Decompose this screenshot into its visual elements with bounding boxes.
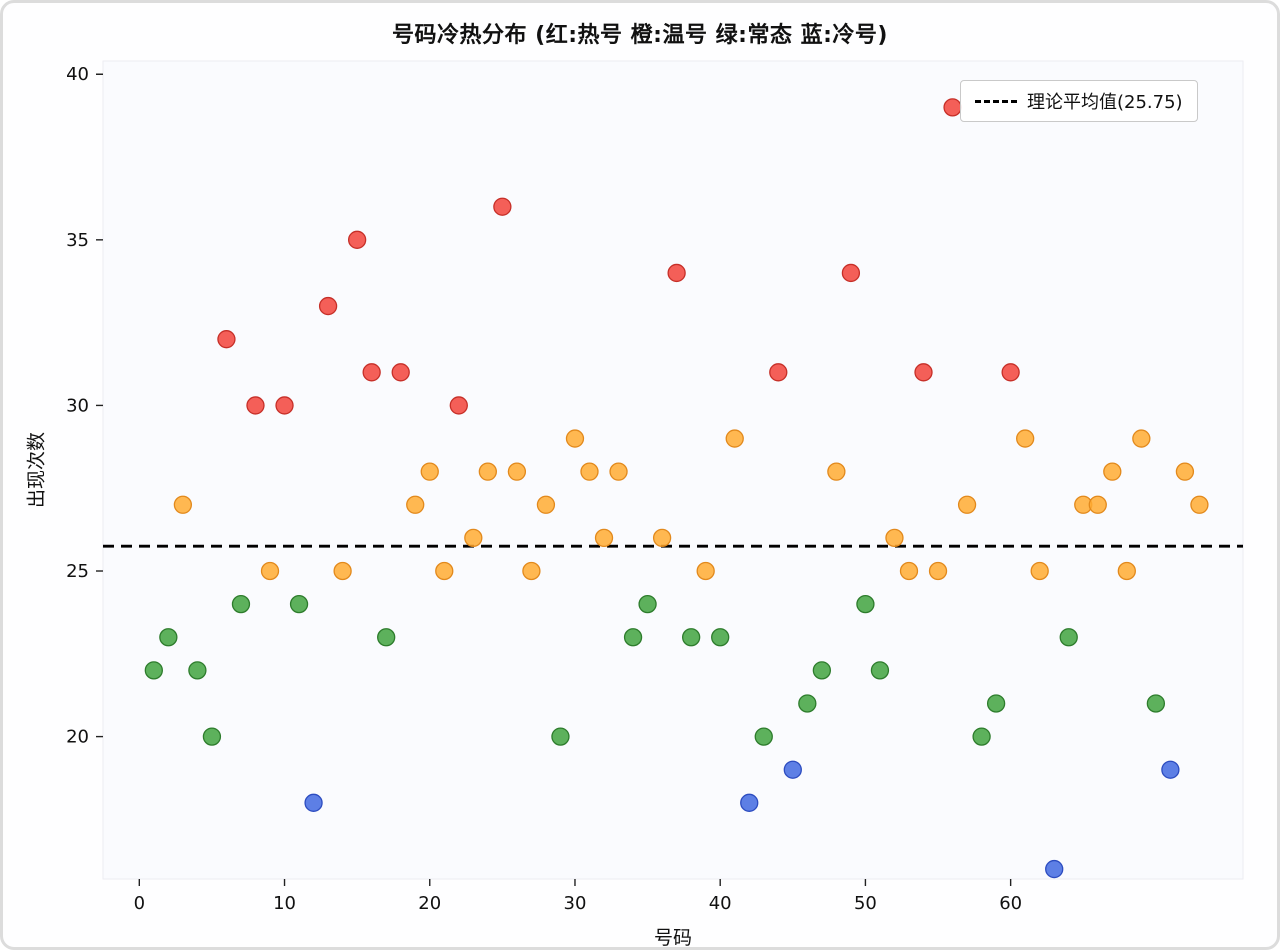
scatter-point-冷号 bbox=[1045, 859, 1064, 879]
x-tick-label: 20 bbox=[418, 893, 441, 914]
scatter-point-温号 bbox=[260, 561, 280, 581]
scatter-point-常态 bbox=[754, 727, 773, 746]
y-tick-label: 35 bbox=[66, 230, 89, 251]
scatter-point-常态 bbox=[188, 661, 207, 680]
scatter-point-温号 bbox=[885, 528, 904, 548]
scatter-point-常态 bbox=[986, 694, 1006, 713]
scatter-point-常态 bbox=[551, 727, 570, 746]
x-tick-label: 60 bbox=[999, 893, 1022, 914]
dashed-line-sample-icon bbox=[975, 99, 1017, 103]
x-tick-label: 0 bbox=[134, 893, 145, 914]
scatter-point-温号 bbox=[1016, 429, 1035, 448]
x-tick-label: 30 bbox=[564, 893, 587, 914]
scatter-point-温号 bbox=[957, 495, 977, 514]
scatter-point-常态 bbox=[1146, 694, 1166, 713]
legend: 理论平均值(25.75) bbox=[960, 80, 1198, 122]
scatter-point-温号 bbox=[1132, 429, 1151, 448]
scatter-point-热号 bbox=[769, 363, 788, 382]
scatter-point-常态 bbox=[682, 628, 701, 647]
scatter-point-温号 bbox=[899, 561, 919, 581]
scatter-point-热号 bbox=[449, 396, 468, 415]
x-tick-label: 10 bbox=[273, 893, 296, 914]
scatter-point-温号 bbox=[1030, 561, 1049, 581]
scatter-point-温号 bbox=[594, 528, 614, 548]
scatter-point-冷号 bbox=[304, 793, 323, 812]
scatter-point-热号 bbox=[347, 230, 367, 249]
scatter-point-常态 bbox=[377, 628, 396, 647]
scatter-point-常态 bbox=[798, 694, 817, 713]
scatter-point-温号 bbox=[464, 528, 483, 548]
x-axis-label: 号码 bbox=[653, 927, 692, 949]
scatter-point-常态 bbox=[202, 727, 222, 746]
chart-title: 号码冷热分布 (红:热号 橙:温号 绿:常态 蓝:冷号) bbox=[392, 23, 888, 48]
scatter-point-冷号 bbox=[783, 760, 802, 779]
scatter-point-温号 bbox=[1103, 462, 1122, 481]
scatter-point-温号 bbox=[1190, 495, 1209, 514]
scatter-plot: 0 10 20 30 40 50 60 20 25 30 35 40 bbox=[66, 60, 1244, 914]
scatter-point-常态 bbox=[856, 594, 875, 614]
scatter-point-温号 bbox=[1088, 495, 1107, 514]
plot-area bbox=[102, 60, 1244, 880]
scatter-point-常态 bbox=[159, 628, 178, 647]
scatter-point-温号 bbox=[1117, 561, 1136, 581]
scatter-point-热号 bbox=[493, 197, 512, 216]
y-tick-label: 40 bbox=[66, 64, 89, 85]
scatter-point-温号 bbox=[928, 561, 948, 581]
scatter-point-常态 bbox=[972, 727, 991, 746]
scatter-point-温号 bbox=[478, 462, 497, 481]
scatter-point-热号 bbox=[318, 296, 338, 316]
scatter-point-温号 bbox=[333, 561, 352, 581]
scatter-point-常态 bbox=[623, 628, 643, 647]
x-tick-label: 40 bbox=[709, 893, 732, 914]
scatter-point-常态 bbox=[144, 661, 163, 680]
scatter-point-常态 bbox=[870, 661, 890, 680]
scatter-point-温号 bbox=[536, 495, 556, 514]
scatter-point-冷号 bbox=[1161, 760, 1180, 779]
scatter-point-温号 bbox=[580, 462, 599, 481]
scatter-point-热号 bbox=[362, 363, 381, 382]
scatter-point-常态 bbox=[289, 594, 309, 614]
scatter-point-常态 bbox=[1059, 628, 1078, 647]
scatter-point-热号 bbox=[275, 396, 294, 415]
scatter-point-热号 bbox=[391, 363, 410, 382]
scatter-point-温号 bbox=[696, 561, 715, 581]
scatter-point-常态 bbox=[231, 594, 251, 614]
scatter-point-热号 bbox=[841, 263, 861, 283]
y-tick-label: 30 bbox=[66, 395, 89, 416]
scatter-point-常态 bbox=[812, 661, 832, 680]
y-tick-label: 25 bbox=[66, 561, 89, 582]
scatter-point-温号 bbox=[725, 429, 744, 448]
scatter-point-温号 bbox=[1175, 462, 1195, 481]
scatter-point-温号 bbox=[609, 462, 628, 481]
x-tick-label: 50 bbox=[854, 893, 877, 914]
scatter-point-温号 bbox=[435, 561, 454, 581]
scatter-point-温号 bbox=[827, 462, 846, 481]
scatter-point-温号 bbox=[565, 429, 585, 448]
scatter-point-温号 bbox=[420, 462, 439, 481]
scatter-point-热号 bbox=[246, 396, 265, 415]
y-tick-label: 20 bbox=[66, 727, 89, 748]
scatter-point-热号 bbox=[667, 263, 686, 283]
scatter-point-热号 bbox=[1001, 363, 1020, 382]
scatter-point-冷号 bbox=[740, 793, 759, 812]
y-axis-label: 出现次数 bbox=[25, 431, 48, 509]
scatter-point-温号 bbox=[173, 495, 193, 514]
scatter-point-热号 bbox=[943, 98, 962, 117]
scatter-point-热号 bbox=[217, 330, 236, 349]
scatter-point-温号 bbox=[522, 561, 541, 581]
scatter-point-温号 bbox=[652, 528, 672, 548]
scatter-point-常态 bbox=[711, 628, 730, 647]
legend-label: 理论平均值(25.75) bbox=[1027, 92, 1183, 113]
scatter-point-常态 bbox=[638, 594, 657, 614]
scatter-point-热号 bbox=[914, 363, 933, 382]
scatter-point-温号 bbox=[406, 495, 425, 514]
scatter-point-温号 bbox=[507, 462, 527, 481]
